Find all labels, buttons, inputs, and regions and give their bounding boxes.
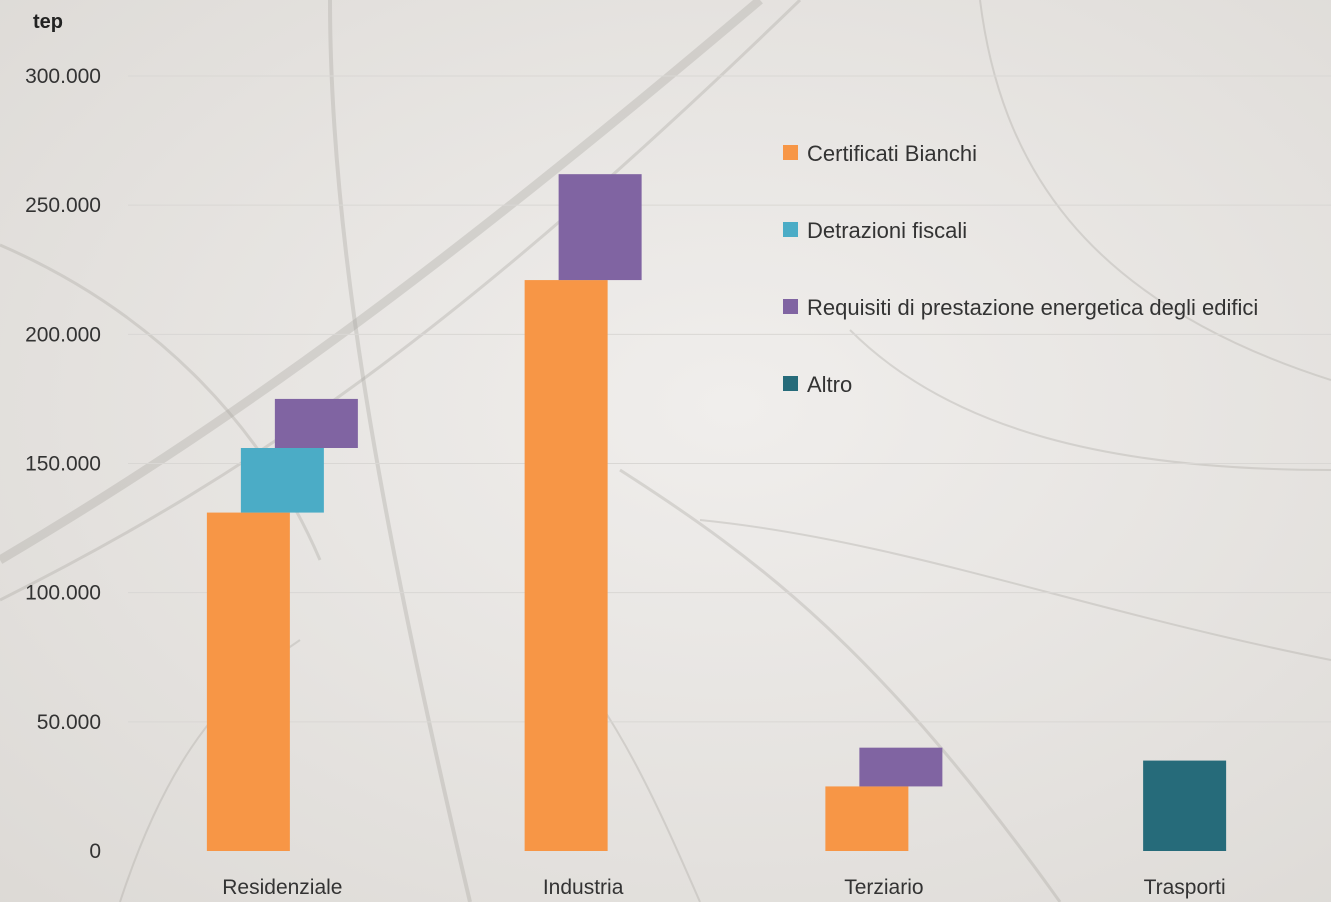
- y-tick-label: 50.000: [37, 711, 101, 734]
- gridlines: [128, 75, 1331, 723]
- y-tick-label: 0: [89, 840, 101, 863]
- bar-residenziale-series-1: [240, 448, 324, 513]
- legend-label: Altro: [807, 372, 852, 397]
- x-category-label: Residenziale: [222, 876, 342, 899]
- y-tick-label: 250.000: [25, 194, 101, 217]
- y-tick-label: 200.000: [25, 323, 101, 346]
- legend: Certificati Bianchi Detrazioni fiscali Req…: [783, 141, 1258, 397]
- x-axis-categories: Residenziale Industria Terziario Trasporti: [222, 876, 1225, 899]
- bar-trasporti-series-3: [1143, 760, 1227, 851]
- legend-label: Requisiti di prestazione energetica degl…: [807, 295, 1258, 320]
- legend-swatch: [783, 145, 798, 160]
- bar-terziario-series-0: [825, 786, 909, 851]
- legend-label: Detrazioni fiscali: [807, 218, 967, 243]
- x-category-label: Terziario: [844, 876, 923, 899]
- bar-residenziale-series-2: [274, 398, 358, 448]
- legend-swatch: [783, 299, 798, 314]
- y-tick-label: 300.000: [25, 65, 101, 88]
- x-category-label: Industria: [543, 876, 624, 899]
- bar-terziario-series-2: [859, 747, 943, 787]
- legend-swatch: [783, 376, 798, 391]
- bars: [206, 174, 1227, 851]
- bar-residenziale-series-0: [206, 512, 290, 851]
- bar-industria-series-0: [524, 280, 608, 851]
- bar-industria-series-2: [558, 174, 642, 281]
- y-tick-label: 100.000: [25, 582, 101, 605]
- y-axis-ticks: 0 50.000 100.000 150.000 200.000 250.000 300.0…: [25, 65, 101, 863]
- y-axis-unit-label: tep: [33, 11, 63, 33]
- legend-label: Certificati Bianchi: [807, 141, 977, 166]
- y-tick-label: 150.000: [25, 453, 101, 476]
- legend-swatch: [783, 222, 798, 237]
- x-category-label: Trasporti: [1144, 876, 1226, 899]
